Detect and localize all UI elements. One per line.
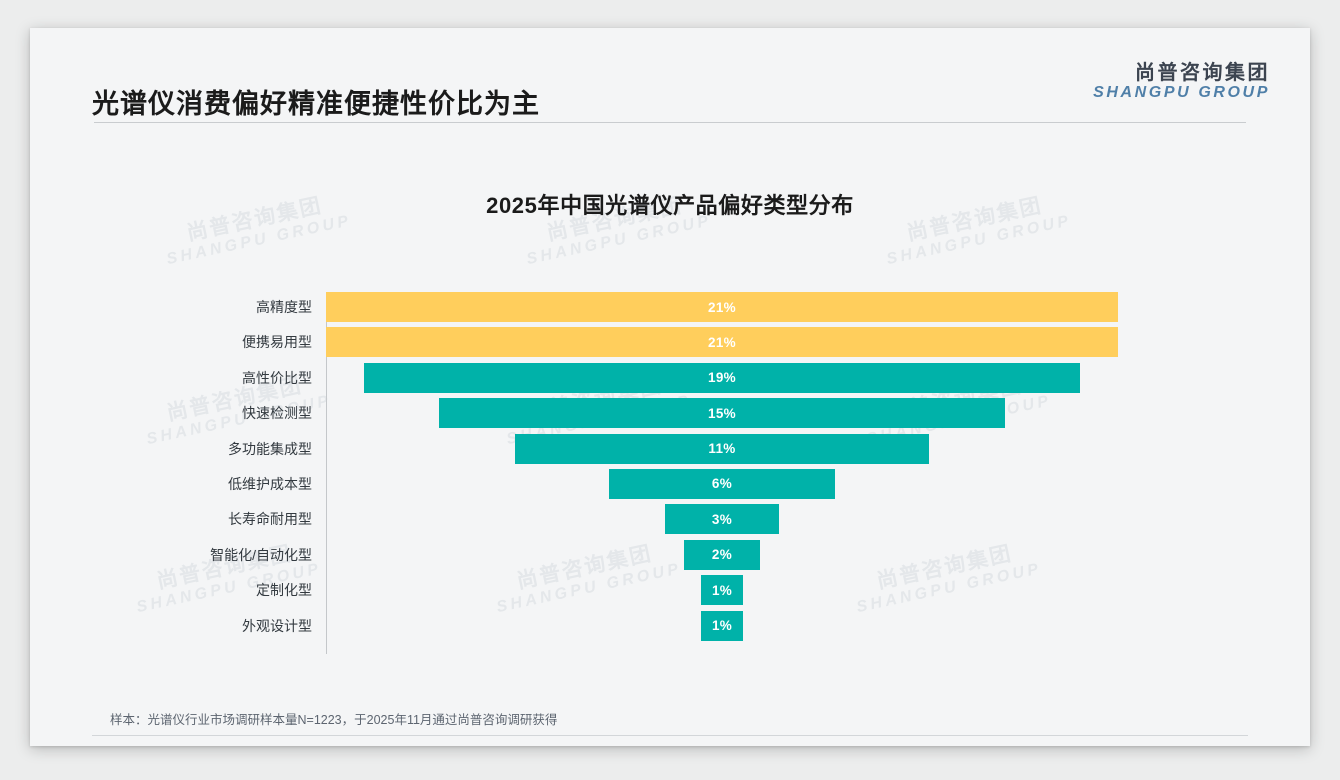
chart-row-track: 2%: [326, 539, 1118, 570]
chart-row-track: 3%: [326, 504, 1118, 535]
chart-bar-value: 11%: [708, 441, 736, 457]
chart-row: 智能化/自动化型 2%: [30, 539, 1310, 575]
chart-category-label: 定制化型: [256, 582, 312, 599]
funnel-bar-chart: 高精度型 21% 便携易用型 21% 高性价比型 19% 快速检测型 15% 多功能集成型 11%…: [30, 282, 1310, 662]
chart-row: 定制化型 1%: [30, 575, 1310, 610]
chart-bar: 21%: [326, 292, 1118, 322]
chart-bar: 3%: [665, 504, 779, 535]
slide-footer: ©2026.1 SHANGPU GROUP www.shangpu-china.…: [30, 737, 1310, 746]
chart-row-track: 21%: [326, 292, 1118, 322]
chart-footnote: 样本：光谱仪行业市场调研样本量N=1223，于2025年11月通过尚普咨询调研获…: [110, 713, 558, 727]
chart-axis-line: [326, 292, 327, 654]
watermark-en: SHANGPU GROUP: [884, 211, 1073, 268]
chart-row-track: 21%: [326, 327, 1118, 358]
chart-row-track: 1%: [326, 575, 1118, 606]
chart-row-track: 1%: [326, 610, 1118, 641]
chart-bar-value: 3%: [711, 511, 733, 527]
brand-logo: 尚普咨询集团 SHANGPU GROUP: [1093, 62, 1270, 102]
chart-row-track: 15%: [326, 398, 1118, 429]
brand-logo-en: SHANGPU GROUP: [1093, 84, 1270, 102]
chart-bar: 6%: [608, 468, 836, 499]
footer-divider: [92, 735, 1248, 736]
chart-bar: 1%: [701, 610, 743, 641]
chart-category-label: 智能化/自动化型: [210, 546, 312, 563]
chart-row: 便携易用型 21%: [30, 327, 1310, 362]
chart-bar-value: 19%: [708, 370, 736, 386]
chart-bar-value: 21%: [708, 334, 736, 350]
watermark-en: SHANGPU GROUP: [164, 211, 353, 268]
footer-copyright: ©2026.1 SHANGPU GROUP: [92, 745, 261, 746]
chart-bar: 1%: [701, 575, 743, 606]
chart-category-label: 外观设计型: [242, 617, 312, 634]
chart-bar: 11%: [514, 433, 930, 464]
chart-bar-value: 1%: [711, 582, 733, 598]
page-title: 光谱仪消费偏好精准便捷性价比为主: [92, 89, 540, 119]
chart-bar-value: 15%: [708, 405, 736, 421]
chart-category-label: 长寿命耐用型: [228, 511, 312, 528]
watermark-en: SHANGPU GROUP: [524, 211, 713, 268]
chart-category-label: 低维护成本型: [228, 475, 312, 492]
chart-bar: 2%: [684, 539, 760, 570]
chart-row: 高精度型 21%: [30, 292, 1310, 327]
chart-bar: 15%: [439, 398, 1005, 429]
chart-bar-value: 2%: [711, 547, 733, 563]
chart-title: 2025年中国光谱仪产品偏好类型分布: [486, 193, 854, 218]
chart-category-label: 多功能集成型: [228, 440, 312, 457]
chart-bar-value: 1%: [711, 618, 733, 634]
chart-row: 长寿命耐用型 3%: [30, 504, 1310, 539]
chart-category-label: 高精度型: [256, 299, 312, 315]
slide-header: 光谱仪消费偏好精准便捷性价比为主 尚普咨询集团 SHANGPU GROUP: [30, 28, 1310, 124]
header-divider: [94, 122, 1246, 123]
chart-row: 低维护成本型 6%: [30, 468, 1310, 504]
chart-bar-value: 21%: [708, 299, 736, 315]
chart-row: 多功能集成型 11%: [30, 433, 1310, 469]
chart-row-track: 11%: [326, 433, 1118, 464]
chart-row-track: 6%: [326, 468, 1118, 499]
chart-category-label: 便携易用型: [242, 334, 312, 351]
chart-row-track: 19%: [326, 362, 1118, 393]
chart-row: 快速检测型 15%: [30, 398, 1310, 433]
chart-rows: 高精度型 21% 便携易用型 21% 高性价比型 19% 快速检测型 15% 多功能集成型 11%…: [30, 292, 1310, 646]
slide: 尚普咨询集团 SHANGPU GROUP 尚普咨询集团 SHANGPU GROU…: [30, 28, 1310, 746]
chart-category-label: 快速检测型: [242, 405, 312, 422]
chart-bar: 21%: [326, 327, 1118, 358]
chart-bar: 19%: [363, 362, 1081, 393]
brand-logo-cn: 尚普咨询集团: [1135, 62, 1270, 84]
chart-bar-value: 6%: [711, 476, 733, 492]
chart-row: 外观设计型 1%: [30, 610, 1310, 646]
chart-category-label: 高性价比型: [242, 369, 312, 386]
chart-row: 高性价比型 19%: [30, 362, 1310, 398]
